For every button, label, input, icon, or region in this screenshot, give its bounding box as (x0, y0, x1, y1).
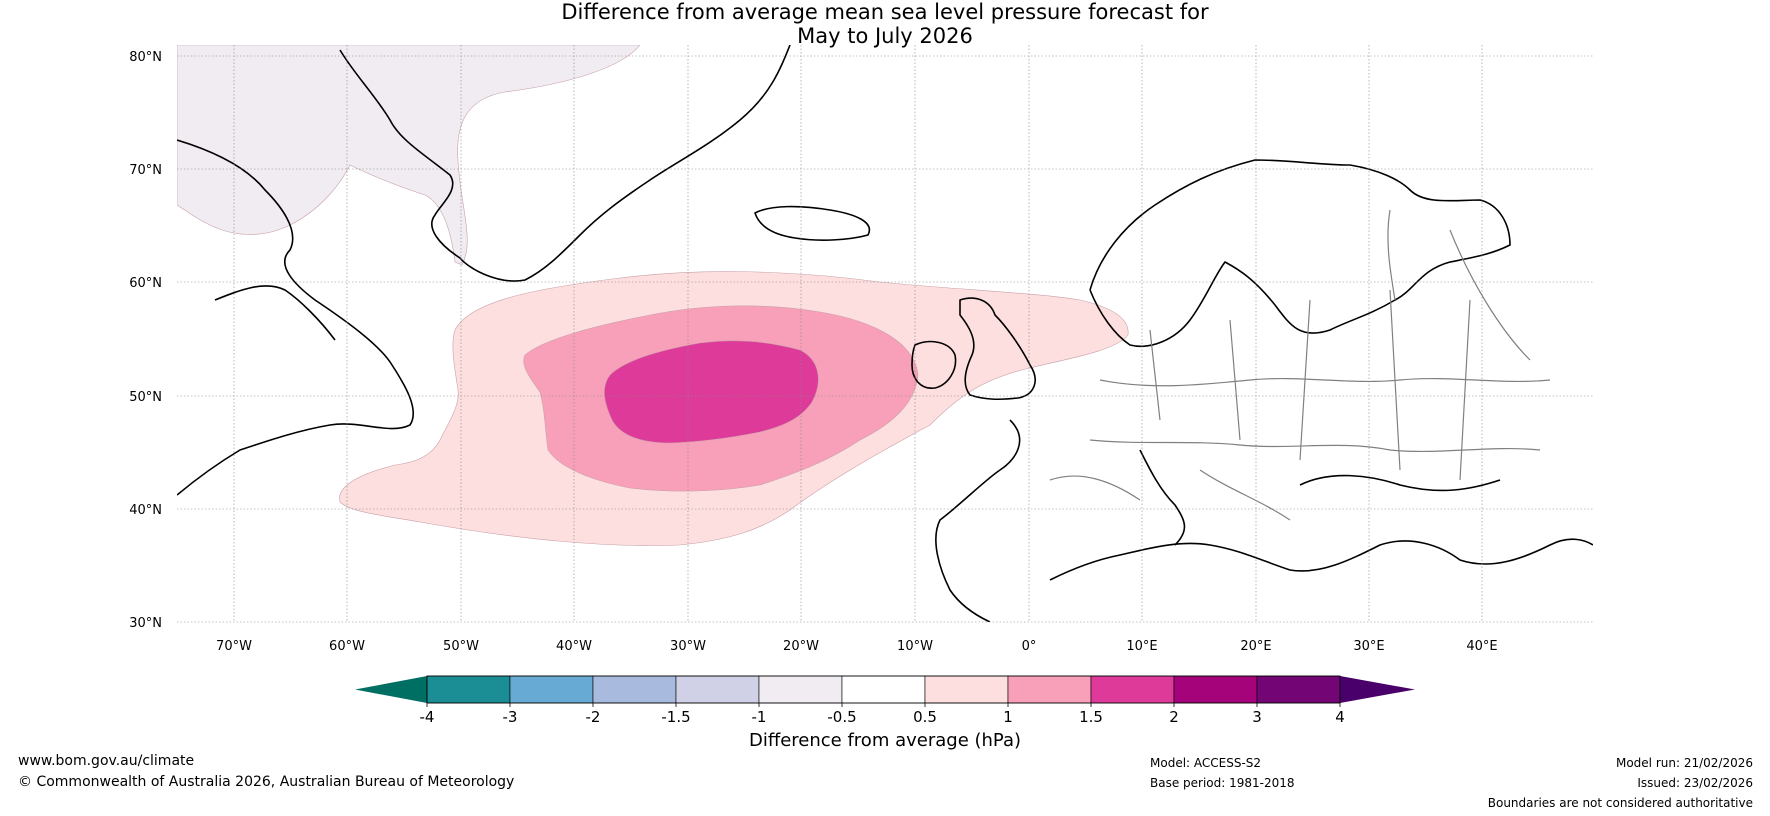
title-line-1: Difference from average mean sea level p… (561, 0, 1209, 24)
canada-coast (177, 139, 415, 496)
title-line-2: May to July 2026 (797, 24, 973, 48)
colorbar-segment (1007, 675, 1092, 704)
longitude-label: 30°W (670, 639, 706, 654)
ireland-coast (911, 340, 957, 389)
colorbar: -4 -3 -2 -1.5 -1 -0.5 0.5 1 1.5 2 3 4 Difference fro… (355, 675, 1415, 751)
colorbar-tick-label: -2 (586, 708, 601, 726)
colorbar-tick-label: -3 (503, 708, 518, 726)
colorbar-segment (758, 675, 843, 704)
colorbar-tick-label: 1.5 (1079, 708, 1103, 726)
longitude-label: 30°E (1353, 639, 1384, 654)
longitude-label: 20°E (1240, 639, 1271, 654)
colorbar-tick-label: 3 (1252, 708, 1262, 726)
colorbar-tick-label: 2 (1169, 708, 1179, 726)
latitude-label: 40°N (129, 503, 162, 518)
colorbar-tick-label: -0.5 (827, 708, 856, 726)
latitude-label: 60°N (129, 276, 162, 291)
longitude-label: 40°E (1466, 639, 1497, 654)
country-borders (1049, 209, 1551, 521)
colorbar-tick-label: 4 (1335, 708, 1345, 726)
colorbar-outline (426, 675, 1341, 704)
longitude-label: 10°E (1126, 639, 1157, 654)
longitude-label: 10°W (897, 639, 933, 654)
greenland-coast (339, 45, 791, 282)
colorbar-tick-label: -1 (752, 708, 767, 726)
colorbar-over-arrow (1340, 676, 1415, 703)
colorbar-segment (1173, 675, 1258, 704)
colorbar-label: Difference from average (hPa) (749, 730, 1021, 751)
copyright-text: © Commonwealth of Australia 2026, Austra… (18, 774, 515, 790)
disclaimer-text: Boundaries are not considered authoritat… (1487, 796, 1753, 810)
longitude-label: 0° (1022, 639, 1037, 654)
colorbar-segment (592, 675, 677, 704)
longitude-label: 20°W (783, 639, 819, 654)
scandinavia-coast (1089, 159, 1511, 347)
colorbar-tick-label: -1.5 (661, 708, 690, 726)
low-pressure-anomaly-arctic (177, 45, 641, 266)
model-run-label: Model run: 21/02/2026 (1615, 756, 1753, 770)
website-url[interactable]: www.bom.gov.au/climate (18, 753, 195, 769)
labrador-coast (214, 285, 336, 341)
map-title: Difference from average mean sea level p… (0, 0, 1770, 48)
colorbar-segment (1090, 675, 1175, 704)
colorbar-tick-label: 0.5 (913, 708, 937, 726)
colorbar-tick-label: -4 (420, 708, 435, 726)
latitude-label: 80°N (129, 50, 162, 65)
colorbar-segment (924, 675, 1009, 704)
colorbar-under-arrow (355, 676, 427, 703)
high-pressure-anomaly-1.5-to-2 (604, 340, 819, 444)
model-label: Model: ACCESS-S2 (1150, 756, 1262, 770)
longitude-label: 40°W (556, 639, 592, 654)
map-plot-area (177, 45, 1593, 622)
latitude-label: 70°N (129, 163, 162, 178)
latitude-label: 30°N (129, 616, 162, 631)
colorbar-segment (841, 675, 926, 704)
issued-label: Issued: 23/02/2026 (1637, 776, 1753, 790)
europe-coast (935, 419, 1593, 622)
coastlines (177, 45, 1593, 622)
longitude-label: 70°W (216, 639, 252, 654)
colorbar-segment (426, 675, 511, 704)
map-gridlines (177, 45, 1593, 623)
map-axis-labels: 80°N 70°N 60°N 50°N 40°N 30°N 70°W 60°W 50°W 40°W… (129, 50, 1497, 654)
longitude-label: 50°W (443, 639, 479, 654)
colorbar-segment (509, 675, 594, 704)
longitude-label: 60°W (329, 639, 365, 654)
colorbar-segment (1256, 675, 1341, 704)
latitude-label: 50°N (129, 390, 162, 405)
british-isles-coast (959, 297, 1036, 401)
colorbar-segment (675, 675, 760, 704)
iceland-coast (754, 205, 871, 241)
base-period-label: Base period: 1981-2018 (1150, 776, 1295, 790)
colorbar-tick-label: 1 (1003, 708, 1013, 726)
